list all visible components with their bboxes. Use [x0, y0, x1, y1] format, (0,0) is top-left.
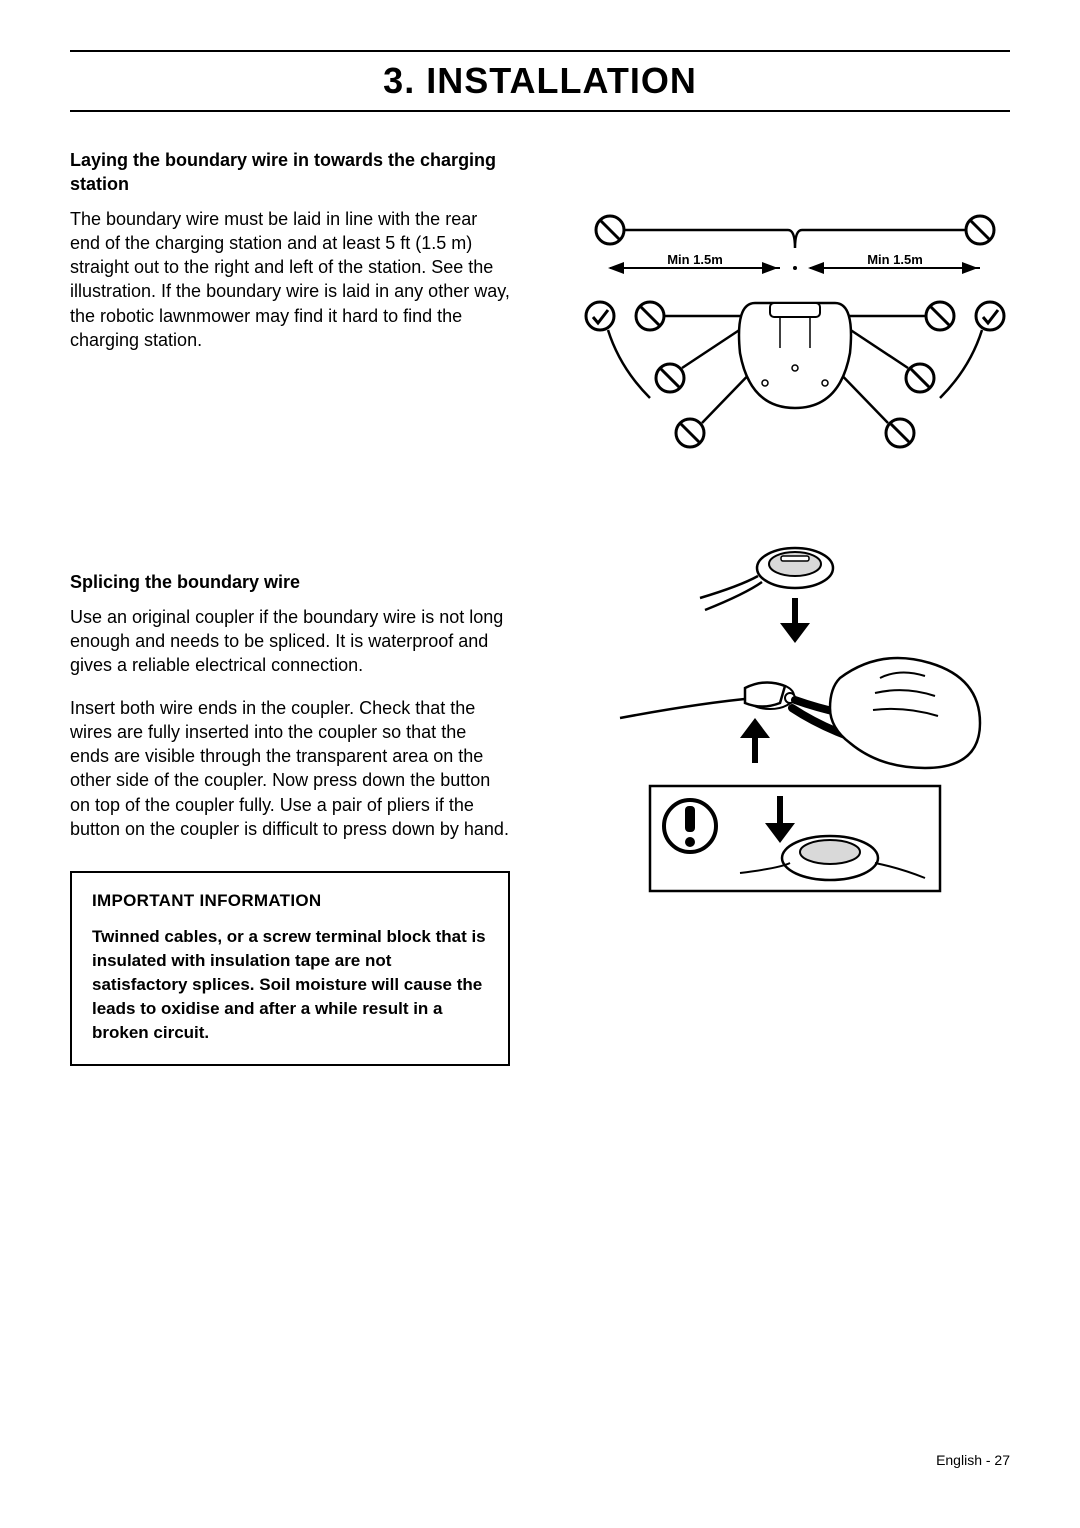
coupler-pliers-diagram: [580, 528, 1010, 898]
coupler-top-icon: [700, 548, 833, 643]
section2-body1: Use an original coupler if the boundary …: [70, 605, 510, 678]
content-columns: Laying the boundary wire in towards the …: [70, 148, 1010, 1066]
info-box-title: IMPORTANT INFORMATION: [92, 891, 488, 911]
section2-body2: Insert both wire ends in the coupler. Ch…: [70, 696, 510, 842]
spacer: [70, 370, 510, 570]
info-box-body: Twinned cables, or a screw terminal bloc…: [92, 925, 488, 1044]
right-column: Min 1.5m Min 1.5m: [530, 148, 1010, 1066]
left-column: Laying the boundary wire in towards the …: [70, 148, 510, 1066]
section2-heading: Splicing the boundary wire: [70, 570, 510, 594]
diagram-label-left: Min 1.5m: [667, 252, 723, 267]
coupler-warning-panel: [650, 786, 940, 891]
boundary-wire-diagram: Min 1.5m Min 1.5m: [580, 208, 1010, 458]
charging-station-icon: [739, 303, 851, 408]
important-info-box: IMPORTANT INFORMATION Twinned cables, or…: [70, 871, 510, 1066]
diagram-label-right: Min 1.5m: [867, 252, 923, 267]
section1-heading: Laying the boundary wire in towards the …: [70, 148, 510, 197]
section1-body: The boundary wire must be laid in line w…: [70, 207, 510, 353]
rule-top: [70, 50, 1010, 52]
page-footer: English - 27: [936, 1452, 1010, 1468]
pliers-hand-icon: [620, 658, 980, 768]
chapter-title: 3. INSTALLATION: [70, 60, 1010, 112]
